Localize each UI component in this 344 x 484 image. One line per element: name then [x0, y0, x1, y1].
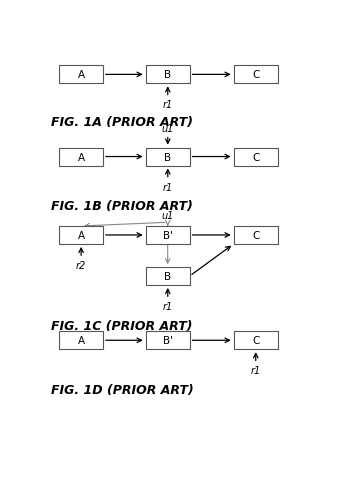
FancyBboxPatch shape	[59, 227, 103, 244]
Text: C: C	[252, 70, 259, 80]
Text: FIG. 1A (PRIOR ART): FIG. 1A (PRIOR ART)	[51, 116, 193, 129]
Text: r1: r1	[163, 100, 173, 110]
Text: r2: r2	[76, 260, 86, 271]
FancyBboxPatch shape	[234, 332, 278, 349]
Text: FIG. 1C (PRIOR ART): FIG. 1C (PRIOR ART)	[51, 319, 193, 332]
Text: A: A	[77, 70, 85, 80]
Text: A: A	[77, 335, 85, 346]
Text: FIG. 1B (PRIOR ART): FIG. 1B (PRIOR ART)	[51, 200, 193, 212]
FancyBboxPatch shape	[59, 66, 103, 84]
Text: u1: u1	[162, 123, 174, 134]
FancyBboxPatch shape	[59, 332, 103, 349]
FancyBboxPatch shape	[146, 268, 190, 286]
FancyBboxPatch shape	[146, 66, 190, 84]
FancyBboxPatch shape	[234, 66, 278, 84]
Text: u1: u1	[162, 211, 174, 221]
Text: B: B	[164, 272, 171, 282]
Text: C: C	[252, 335, 259, 346]
FancyBboxPatch shape	[146, 332, 190, 349]
Text: r1: r1	[251, 365, 261, 376]
Text: r1: r1	[163, 182, 173, 192]
Text: FIG. 1D (PRIOR ART): FIG. 1D (PRIOR ART)	[51, 383, 194, 396]
FancyBboxPatch shape	[234, 148, 278, 166]
Text: B': B'	[163, 230, 173, 241]
FancyBboxPatch shape	[59, 148, 103, 166]
Text: C: C	[252, 152, 259, 162]
FancyBboxPatch shape	[146, 148, 190, 166]
Text: r1: r1	[163, 302, 173, 311]
Text: C: C	[252, 230, 259, 241]
Text: B: B	[164, 152, 171, 162]
Text: A: A	[77, 152, 85, 162]
Text: B': B'	[163, 335, 173, 346]
Text: A: A	[77, 230, 85, 241]
FancyBboxPatch shape	[234, 227, 278, 244]
FancyBboxPatch shape	[146, 227, 190, 244]
Text: B: B	[164, 70, 171, 80]
